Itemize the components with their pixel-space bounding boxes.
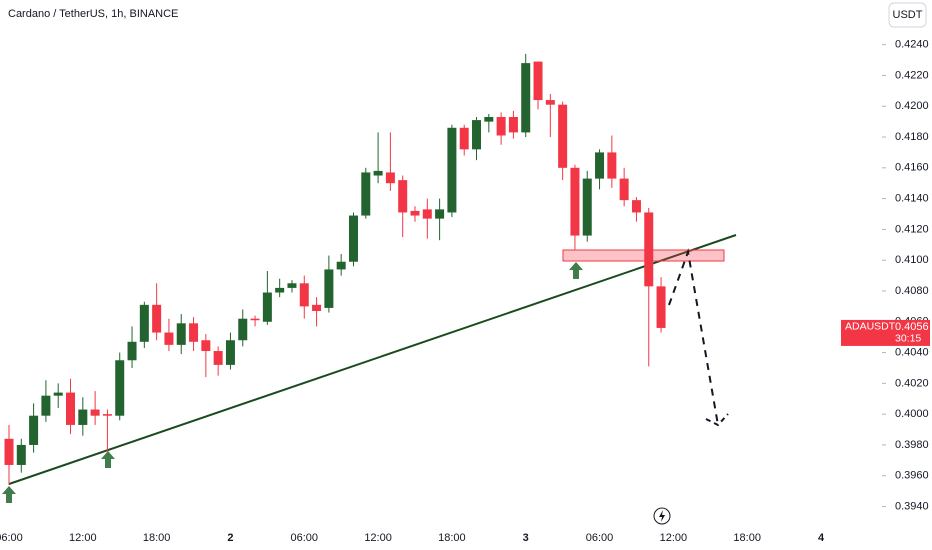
candle-body [410,210,420,216]
candle-body [16,444,26,465]
candle-body [152,304,162,333]
y-tick-label: 0.4240 [895,39,929,51]
trend-line [8,234,737,485]
currency-button[interactable] [888,2,927,28]
y-tick-label: 0.4000 [895,408,929,420]
y-tick-label: 0.4140 [895,193,929,205]
candle-body [348,215,358,262]
x-tick-label: 4 [818,532,825,544]
candle-body [472,120,482,150]
candle-body [262,292,272,322]
y-tick-label: 0.4200 [895,100,929,112]
y-tick-label: 0.4160 [895,162,929,174]
candle-body [422,209,432,219]
candle-body [115,360,125,416]
candle-body [102,414,112,416]
candle-body [336,261,346,270]
x-tick-label: 18:00 [143,532,171,544]
y-tick-label: 0.3980 [895,439,929,451]
last-price-box [841,319,930,346]
x-tick-label: 12:00 [69,532,97,544]
x-tick-label: 18:00 [438,532,466,544]
projection-path [668,248,719,426]
y-tick-label: 0.4100 [895,254,929,266]
x-tick-label: 06:00 [586,532,614,544]
candle-body [312,304,322,311]
candle-body [521,63,531,133]
candle-body [189,323,199,342]
candle-body [533,61,543,101]
x-tick-label: 06:00 [0,532,23,544]
up-arrow [101,451,115,468]
candle-body [398,180,408,213]
candle-body [287,283,297,288]
resistance-zone [562,249,725,262]
candle-body [607,152,617,179]
y-tick-label: 0.4040 [895,346,929,358]
candle-body [619,178,629,201]
currency-label: USDT [893,9,923,21]
x-tick-label: 2 [227,532,233,544]
candle-body [66,392,76,425]
last-price-symbol: ADAUSDT [845,321,896,333]
candle-body [176,323,186,345]
candle-body [447,127,457,213]
candle-body [644,212,654,287]
y-tick-label: 0.3960 [895,470,929,482]
candle-body [41,395,51,416]
candle-body [299,283,309,307]
candle-body [53,392,63,396]
candle-body [213,351,223,365]
candle-body [164,332,174,345]
candle-body [238,318,248,341]
candle-body [127,341,137,361]
x-tick-label: 3 [523,532,529,544]
candle-body [250,318,260,321]
y-tick-label: 0.4080 [895,285,929,297]
candle-body [139,304,149,342]
candle-body [558,104,568,168]
last-price-value: 0.4056 [895,321,929,333]
candle-body [459,127,469,150]
candle-body [373,170,383,176]
event-icon-bolt [659,510,665,522]
y-tick-label: 0.4180 [895,131,929,143]
candle-body [656,286,666,328]
up-arrow [2,486,16,503]
candle-body [225,340,235,365]
x-tick-label: 18:00 [733,532,761,544]
candle-body [484,117,494,122]
candle-body [582,178,592,236]
x-tick-label: 06:00 [291,532,319,544]
candle-body [275,287,285,293]
up-arrow [569,262,583,279]
candle-body [631,200,641,213]
candle-body [435,209,445,219]
candle-body [324,269,334,308]
candle-body [570,167,580,236]
candle-body [545,100,555,105]
projection-arrowhead [705,413,729,427]
chart-title: Cardano / TetherUS, 1h, BINANCE [8,8,178,20]
candle-body [496,117,506,136]
x-tick-label: 12:00 [364,532,392,544]
y-tick-label: 0.4020 [895,377,929,389]
candle-body [361,172,371,216]
y-tick-label: 0.3940 [895,500,929,512]
last-price-countdown: 30:15 [895,333,921,345]
y-tick-label: 0.4220 [895,69,929,81]
y-tick-label: 0.4120 [895,223,929,235]
x-tick-label: 12:00 [660,532,688,544]
candle-body [385,172,395,184]
candle-body [90,409,100,416]
candle-body [201,340,211,352]
candle-body [508,117,518,133]
candle-body [595,152,605,179]
candle-body [4,438,14,465]
candle-body [78,409,88,425]
candle-body [29,415,39,445]
